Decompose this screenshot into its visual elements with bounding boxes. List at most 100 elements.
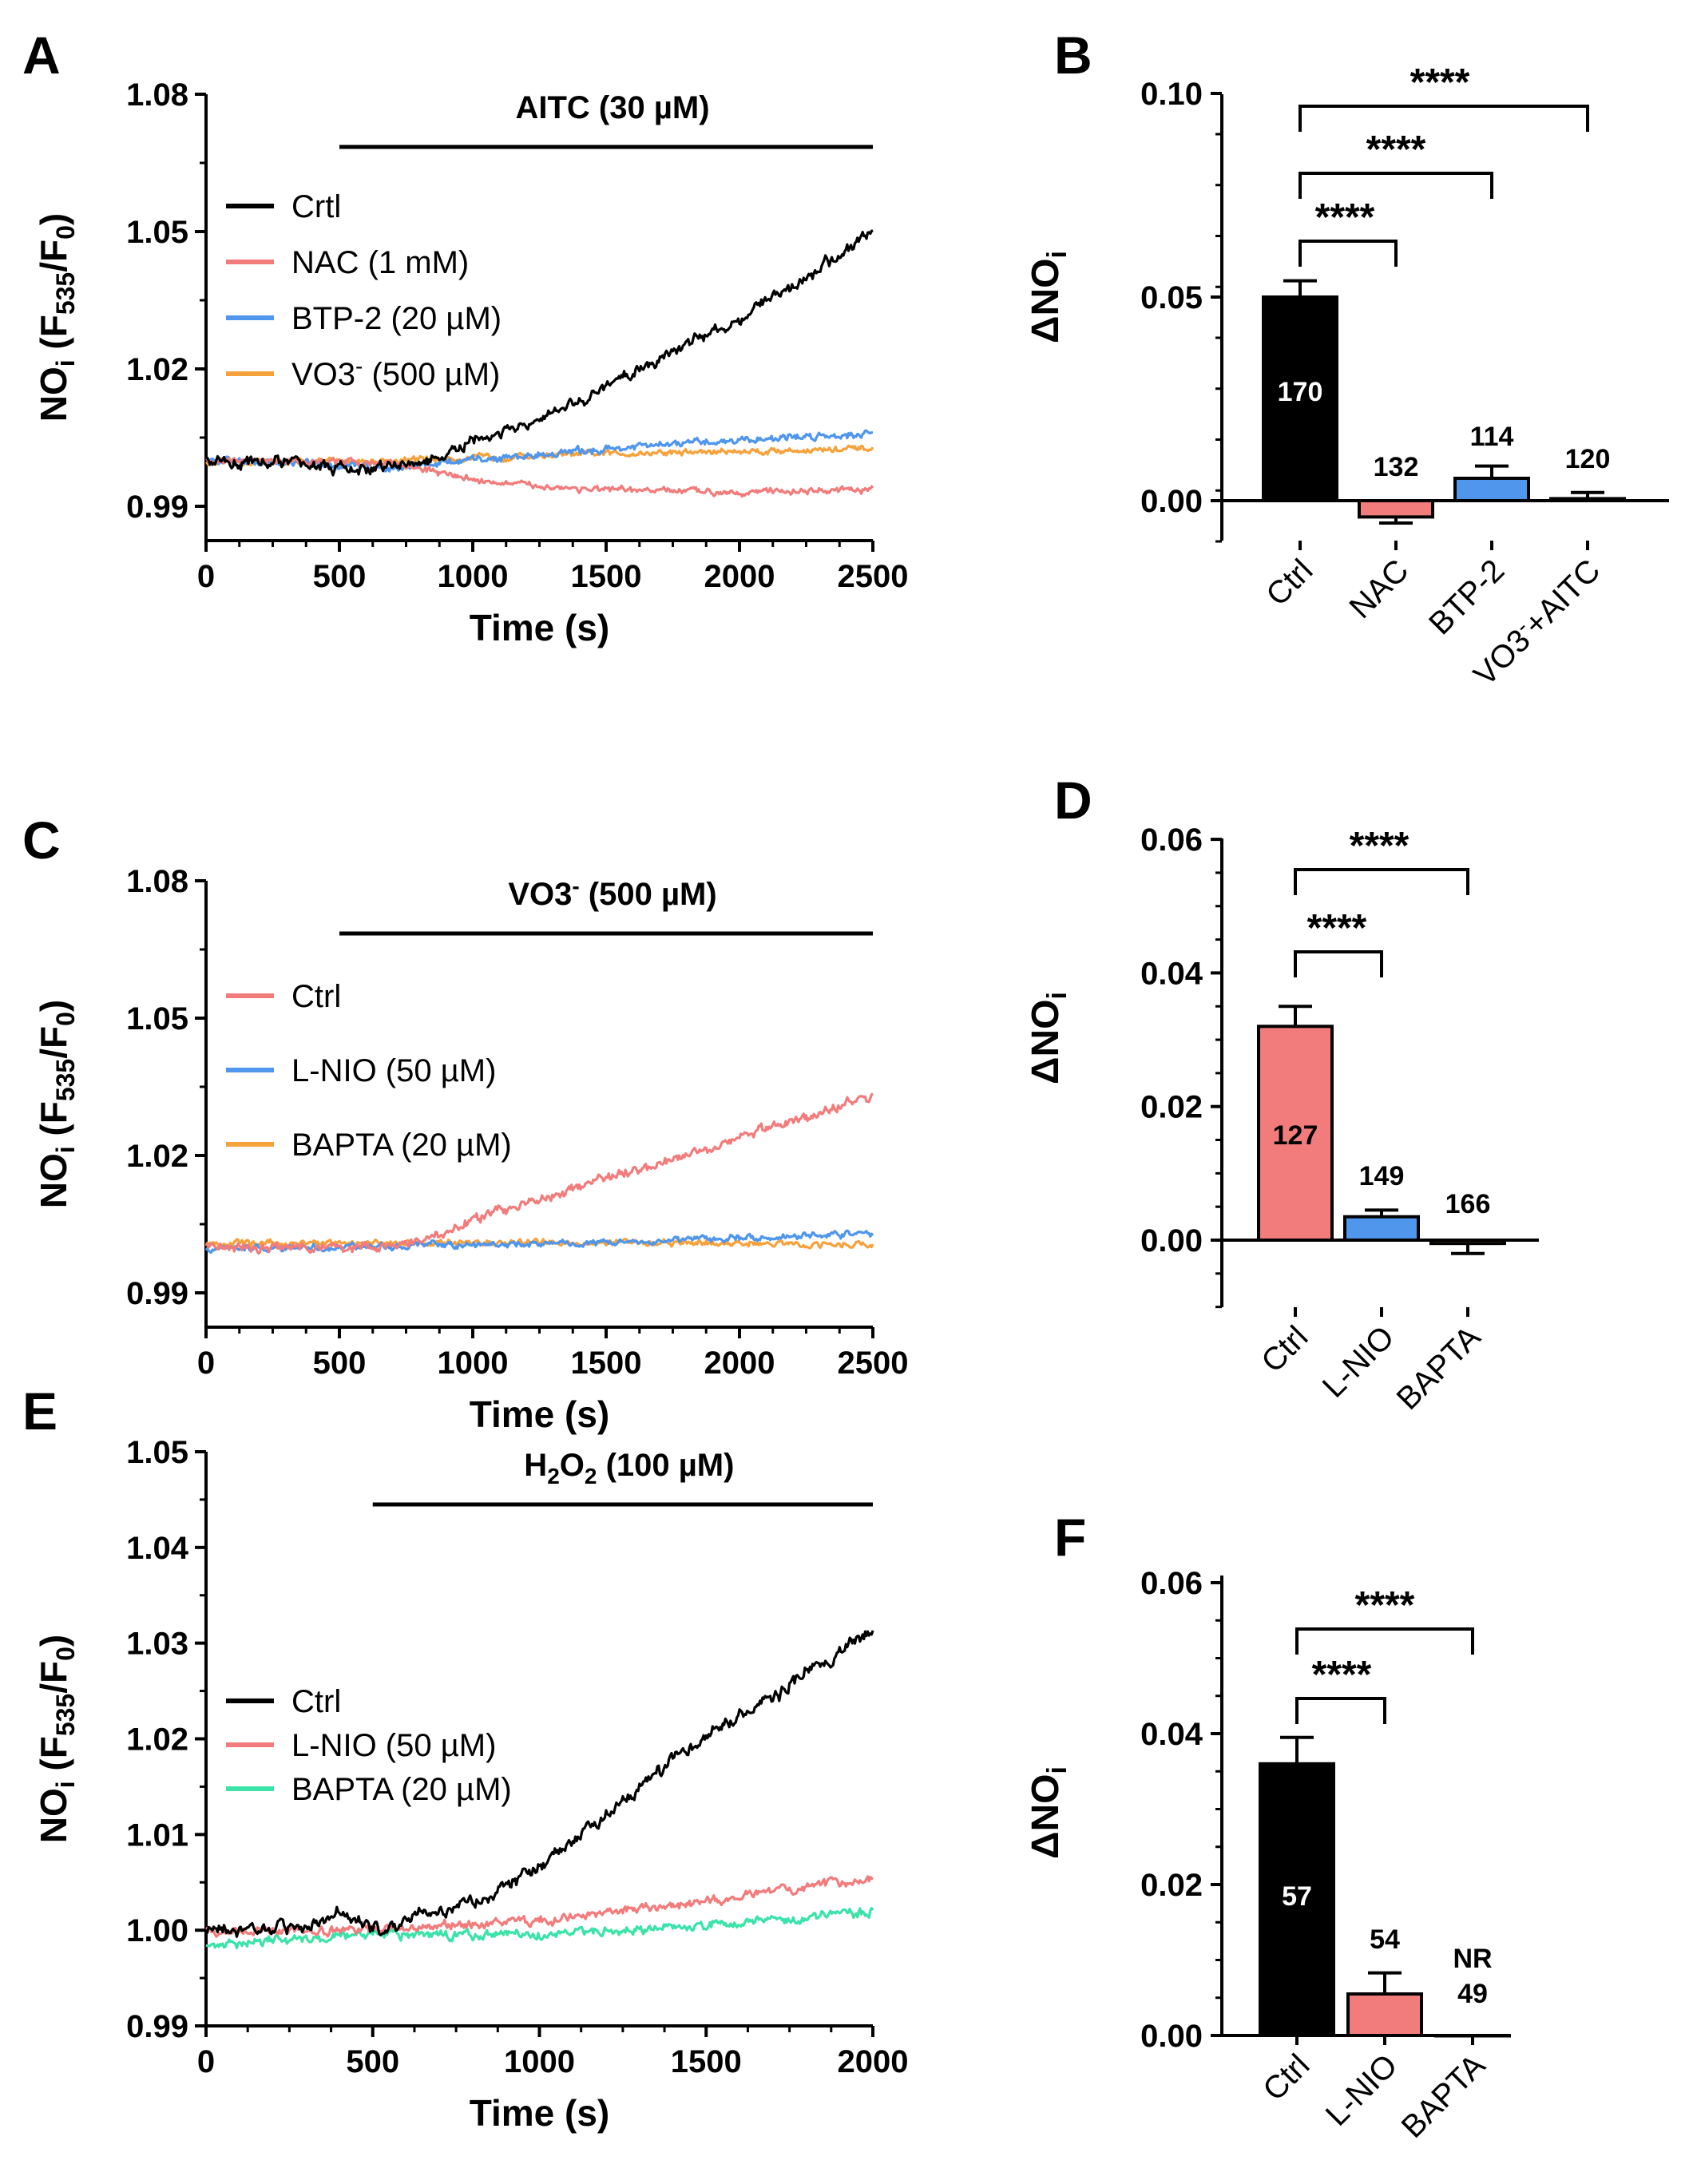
significance-bracket <box>1294 868 1469 895</box>
legend-text: Ctrl <box>291 1684 341 1719</box>
n-label: 57 <box>1282 1881 1312 1912</box>
bar <box>1343 1215 1420 1243</box>
legend-text: Crtl <box>291 189 341 224</box>
y-axis-label: ΔNOi <box>1025 1766 1072 1859</box>
n-label: 120 <box>1565 444 1611 474</box>
series-line <box>205 1907 874 1950</box>
category-text: Ctrl <box>1259 553 1319 612</box>
treatment-text: VO3 <box>508 877 572 912</box>
series-line <box>204 1092 874 1255</box>
category-text: L-NIO <box>1316 1319 1402 1405</box>
treatment-label: AITC (30 µM) <box>515 90 709 125</box>
category-text: BAPTA <box>1395 2047 1493 2145</box>
category-label: NAC <box>1343 553 1416 625</box>
treatment-sup: - <box>572 874 579 898</box>
y-tick-label: 1.08 <box>126 864 188 899</box>
y-tick-label: 1.05 <box>126 1001 188 1037</box>
significance-stars: **** <box>1355 1584 1415 1627</box>
category-text: BAPTA <box>1390 1319 1488 1417</box>
n-label: 127 <box>1273 1120 1318 1151</box>
y-tick-label: 0.04 <box>1140 1717 1203 1752</box>
significance-stars: **** <box>1410 61 1470 104</box>
category-text: Ctrl <box>1256 2047 1316 2107</box>
y-label-close: ) <box>33 1635 74 1647</box>
significance-bracket <box>1298 172 1493 199</box>
bar <box>1358 499 1434 519</box>
category-text: +AITC <box>1517 553 1607 642</box>
bar <box>1346 1992 1423 2037</box>
y-label-main: ΔNO <box>1025 1774 1067 1859</box>
line-chart-E: E 0.99 1.00 1.01 1.02 1.03 1.04 1.05 0 500 1000 150… <box>22 1381 908 2134</box>
y-axis-label: NOi (F535/F0) <box>33 1000 80 1209</box>
panel-label: E <box>22 1381 57 1441</box>
significance-stars: **** <box>1315 196 1375 239</box>
y-tick-label: 0.10 <box>1140 77 1203 112</box>
panel-label: D <box>1054 771 1092 830</box>
bar <box>1259 1762 1335 2038</box>
series-line <box>205 229 874 477</box>
y-tick-label: 0.00 <box>1140 484 1203 519</box>
y-tick-label: 0.04 <box>1140 956 1203 991</box>
legend-text: (500 µM) <box>363 357 500 392</box>
y-tick-label: 0.05 <box>1140 280 1203 315</box>
series-line <box>205 456 874 498</box>
x-tick-label: 500 <box>313 559 367 594</box>
y-label-sub: 535 <box>51 1694 80 1736</box>
panel-label: C <box>22 811 61 870</box>
y-tick-label: 1.08 <box>126 77 188 113</box>
treatment-sub: 2 <box>547 1464 560 1488</box>
category-text: NAC <box>1343 553 1416 625</box>
n-label: 149 <box>1359 1161 1405 1191</box>
y-label-mid: (F <box>33 1736 74 1781</box>
significance-bracket <box>1294 950 1383 977</box>
y-tick-label: 0.02 <box>1140 1868 1203 1903</box>
y-tick-label: 0.00 <box>1140 1223 1203 1258</box>
significance-stars: **** <box>1307 907 1367 949</box>
n-label: 170 <box>1278 377 1323 407</box>
panel-label: F <box>1054 1508 1086 1567</box>
y-label-close: ) <box>33 1000 74 1012</box>
legend-text: BAPTA (20 µM) <box>291 1128 512 1163</box>
x-tick-label: 1500 <box>571 559 642 594</box>
y-tick-label: 0.00 <box>1140 2019 1203 2054</box>
y-label-close: ) <box>33 213 74 225</box>
y-label-tail: /F <box>33 240 74 272</box>
category-text: Ctrl <box>1255 1319 1314 1379</box>
n-label: 166 <box>1445 1189 1491 1219</box>
y-tick-label: 0.99 <box>126 1276 188 1311</box>
legend-label: Crtl <box>291 189 341 224</box>
x-tick-label: 2500 <box>838 1346 909 1381</box>
legend-text: VO3 <box>291 357 355 392</box>
y-label-mid: (F <box>33 315 74 359</box>
y-tick-label: 1.04 <box>126 1531 189 1566</box>
treatment-label: VO3- (500 µM) <box>508 874 716 912</box>
y-axis-label: NOi (F535/F0) <box>33 213 80 422</box>
y-tick-label: 1.05 <box>126 1435 188 1470</box>
legend-text: BTP-2 (20 µM) <box>291 301 502 336</box>
y-label-sub: i <box>51 1146 80 1153</box>
y-tick-label: 0.06 <box>1140 822 1203 858</box>
y-label-sub: i <box>1042 251 1072 258</box>
line-chart-C: C 0.99 1.02 1.05 1.08 0 500 1000 1500 2000 2500 Tim… <box>22 811 908 1435</box>
y-label-main: NO <box>33 367 74 422</box>
n-label: 49 <box>1457 1979 1488 2009</box>
line-chart-A: A 0.99 1.02 1.05 1.08 0 500 1000 1500 2000 2500 Tim… <box>22 26 908 648</box>
n-label: NR <box>1453 1944 1492 1974</box>
treatment-text: (500 µM) <box>580 877 717 912</box>
n-label: 54 <box>1370 1924 1400 1955</box>
bar <box>1453 476 1530 503</box>
bar <box>1429 1239 1506 1246</box>
y-label-main: ΔNO <box>1025 999 1067 1084</box>
x-tick-label: 2000 <box>704 559 775 594</box>
significance-bracket <box>1298 105 1589 132</box>
category-label: L-NIO <box>1316 1319 1402 1405</box>
legend-label: BAPTA (20 µM) <box>291 1772 512 1807</box>
category-label: BAPTA <box>1390 1319 1488 1417</box>
category-text: BTP-2 <box>1422 553 1511 641</box>
y-tick-label: 0.02 <box>1140 1090 1203 1125</box>
treatment-text: O <box>560 1448 585 1483</box>
treatment-text: AITC (30 µM) <box>515 90 709 125</box>
